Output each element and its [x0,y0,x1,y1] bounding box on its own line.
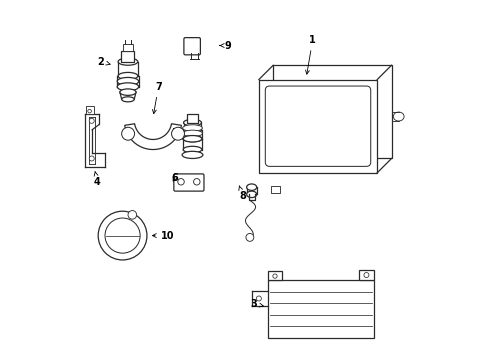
Circle shape [178,179,184,185]
Ellipse shape [122,97,134,102]
Text: 6: 6 [171,173,178,183]
Ellipse shape [120,89,136,95]
Ellipse shape [183,135,202,142]
Bar [359,270,373,280]
Ellipse shape [117,77,139,85]
FancyBboxPatch shape [265,86,370,166]
Bar [267,280,373,338]
Bar [122,44,133,51]
Circle shape [88,109,91,113]
Circle shape [105,218,140,253]
Text: 10: 10 [152,231,174,240]
Circle shape [89,156,94,161]
Polygon shape [124,124,181,149]
Bar [273,65,391,158]
Ellipse shape [183,120,201,126]
Ellipse shape [117,83,139,91]
Circle shape [272,274,277,278]
Ellipse shape [118,58,138,65]
Bar [271,186,280,193]
Bar [121,51,134,62]
Bar [187,114,198,123]
Ellipse shape [246,191,256,198]
Text: 4: 4 [94,171,101,187]
Circle shape [363,273,368,278]
Text: 3: 3 [249,299,263,309]
Circle shape [171,127,184,140]
Text: 8: 8 [238,186,245,201]
Bar [267,271,282,280]
Text: 2: 2 [98,57,110,67]
Circle shape [122,127,134,140]
Circle shape [128,211,136,219]
Circle shape [98,211,147,260]
Circle shape [193,179,200,185]
Circle shape [89,118,94,123]
Ellipse shape [118,72,138,80]
Ellipse shape [392,112,403,121]
Text: 9: 9 [219,41,231,50]
Ellipse shape [183,127,201,133]
FancyBboxPatch shape [174,174,203,191]
Bar [258,80,376,173]
Text: 5: 5 [171,129,178,138]
Ellipse shape [246,184,256,190]
Ellipse shape [182,125,202,131]
Ellipse shape [182,151,203,158]
Ellipse shape [182,135,202,142]
Ellipse shape [182,130,202,136]
Circle shape [256,296,261,301]
Text: 7: 7 [152,82,162,114]
FancyBboxPatch shape [183,38,200,55]
Circle shape [245,233,253,241]
Ellipse shape [183,146,202,153]
Bar [85,107,93,114]
Text: 1: 1 [305,35,315,74]
